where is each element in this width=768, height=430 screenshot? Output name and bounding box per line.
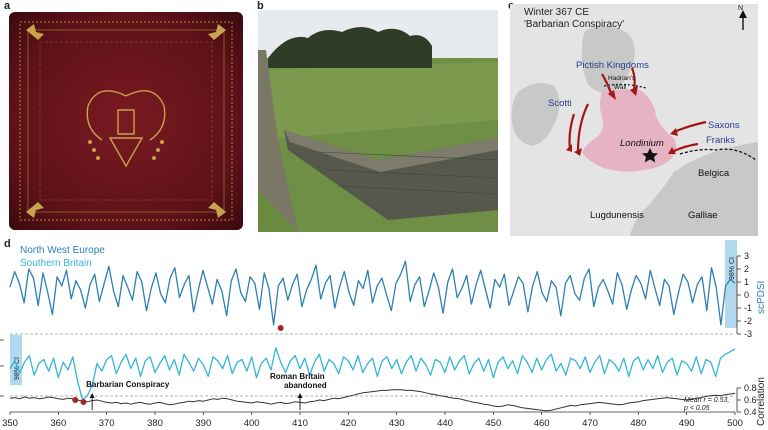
north-arrow-icon xyxy=(739,10,747,30)
x-axis-tick-label: 460 xyxy=(534,418,550,429)
label-saxons: Saxons xyxy=(708,120,740,131)
map-ireland xyxy=(511,83,560,146)
event-label-roman-britain: Roman Britain xyxy=(270,372,325,381)
event-arrowhead xyxy=(297,393,303,398)
stats-text-2: p < 0.05 xyxy=(683,405,710,412)
label-galliae: Galliae xyxy=(688,210,718,221)
map-scotland xyxy=(581,26,635,94)
series-line-north-west-europe xyxy=(9,260,736,326)
panel-label-a: a xyxy=(4,0,11,12)
map-title-1: Winter 367 CE xyxy=(524,7,589,18)
x-axis-tick-label: 390 xyxy=(195,418,211,429)
label-hadrian-1: Hadrian's xyxy=(608,75,636,82)
x-axis-tick-label: 380 xyxy=(147,418,163,429)
x-axis-tick-label: 370 xyxy=(99,418,115,429)
right-axis-tick-label: 0 xyxy=(744,290,749,300)
hadrians-wall-photo xyxy=(258,10,498,232)
x-axis-tick-label: 400 xyxy=(244,418,260,429)
x-axis-tick-label: 490 xyxy=(679,418,695,429)
label-hadrian-2: Wall xyxy=(614,84,627,91)
corr-axis-tick-label: 0.6 xyxy=(744,395,757,405)
londinium-star-icon xyxy=(642,148,658,163)
legend-nwe: North West Europe xyxy=(20,245,105,256)
x-axis-tick-label: 470 xyxy=(582,418,598,429)
corr-axis-label: Correlation xyxy=(756,377,767,426)
map-frontier xyxy=(679,148,757,161)
map-title-2: 'Barbarian Conspiracy' xyxy=(524,19,624,30)
x-axis-tick-label: 360 xyxy=(50,418,66,429)
event-dot xyxy=(72,397,79,403)
label-belgica: Belgica xyxy=(698,168,730,179)
label-lugdunensis: Lugdunensis xyxy=(590,210,644,221)
map-hadrians-wall-line xyxy=(603,83,647,89)
x-axis-tick-label: 440 xyxy=(437,418,453,429)
event-arrowhead xyxy=(89,393,95,398)
right-axis-tick-label: -2 xyxy=(744,316,752,326)
right-axis-label: scPDSI xyxy=(756,281,767,314)
legend-sb: Southern Britain xyxy=(20,258,92,269)
event-dot xyxy=(80,399,87,405)
ci-label-nwe: 98% CI xyxy=(729,257,736,280)
label-londinium: Londinium xyxy=(620,138,664,149)
corr-axis-tick-label: 0.8 xyxy=(744,383,757,393)
right-axis-tick-label: 2 xyxy=(744,264,749,274)
series-line-correlation xyxy=(9,389,736,412)
right-axis-tick-label: -1 xyxy=(744,303,752,313)
panel-label-b: b xyxy=(257,0,264,12)
x-axis-tick-label: 420 xyxy=(340,418,356,429)
right-axis-tick-label: -3 xyxy=(744,329,752,339)
right-axis-tick-label: 3 xyxy=(744,251,749,261)
event-dot xyxy=(277,325,284,331)
map-britannia xyxy=(582,89,677,172)
x-axis-tick-label: 500 xyxy=(727,418,743,429)
panel-label-d: d xyxy=(4,238,11,250)
corr-axis-tick-label: 0.4 xyxy=(744,407,757,417)
stats-text-1: Mean r = 0.53, xyxy=(684,397,729,404)
book-cover-photo xyxy=(6,10,246,232)
ci-band-nwe xyxy=(725,240,737,328)
x-axis-tick-label: 430 xyxy=(389,418,405,429)
x-axis-tick-label: 350 xyxy=(2,418,18,429)
north-label: N xyxy=(738,5,743,12)
label-scotti: Scotti xyxy=(548,98,572,109)
map-continent xyxy=(630,142,758,236)
event-label-barbarian-conspiracy: Barbarian Conspiracy xyxy=(86,380,170,389)
label-pictish: Pictish Kingdoms xyxy=(576,60,649,71)
drought-chart: North West Europe Southern Britain 98% C… xyxy=(0,240,767,429)
x-axis-tick-label: 450 xyxy=(485,418,501,429)
right-axis-tick-label: 1 xyxy=(744,277,749,287)
series-line-southern-britain xyxy=(9,347,736,401)
barbarian-conspiracy-map: Winter 367 CE 'Barbarian Conspiracy' N P… xyxy=(510,4,758,236)
label-franks: Franks xyxy=(706,135,735,146)
arrow-scotti xyxy=(576,103,589,153)
x-axis-tick-label: 410 xyxy=(292,418,308,429)
x-axis-tick-label: 480 xyxy=(630,418,646,429)
event-label-roman-britain-2: abandoned xyxy=(284,381,327,390)
